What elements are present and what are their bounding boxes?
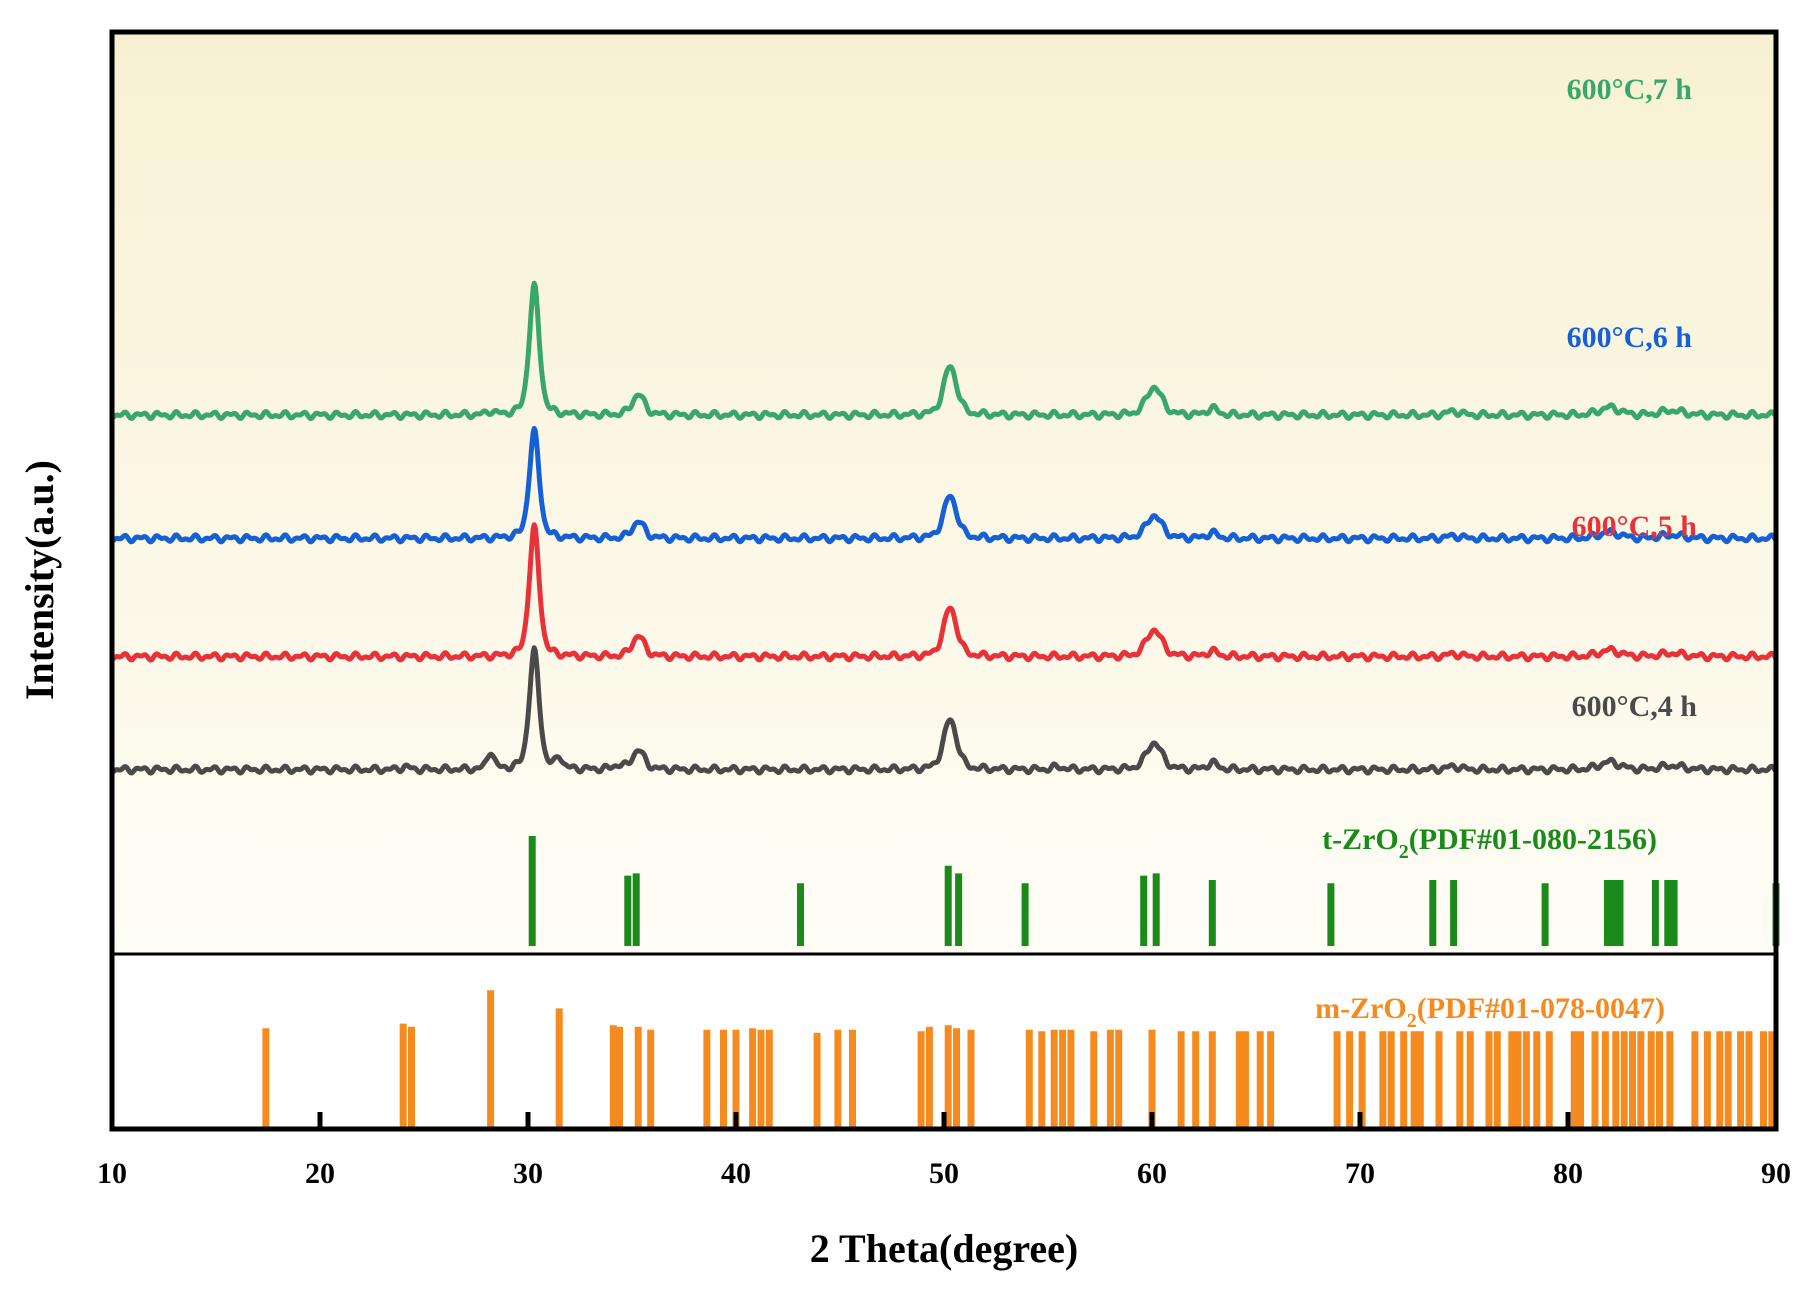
ref-label-monoclinic-suffix: (PDF#01-078-0047) [1417, 992, 1665, 1025]
series-label-5h: 600°C,5 h [1572, 510, 1698, 543]
series-label-4h: 600°C,4 h [1572, 690, 1698, 723]
ref-label-monoclinic: m-ZrO2(PDF#01-078-0047) [1315, 992, 1665, 1032]
y-axis-title: Intensity(a.u.) [17, 460, 62, 700]
series-line-3 [110, 645, 1779, 776]
ref-label-tetragonal-sub: 2 [1399, 841, 1409, 863]
x-tick-label-40: 40 [721, 1157, 751, 1190]
x-tick-label-30: 30 [513, 1157, 543, 1190]
x-tick-label-50: 50 [929, 1157, 959, 1190]
pattern-series [110, 280, 1779, 776]
ref-label-tetragonal: t-ZrO2(PDF#01-080-2156) [1322, 823, 1657, 863]
ref-label-monoclinic-name: m-ZrO [1315, 992, 1407, 1025]
reference-patterns [262, 836, 1780, 1127]
series-label-6h: 600°C,6 h [1567, 321, 1693, 354]
series-label-7h: 600°C,7 h [1567, 73, 1693, 106]
x-axis-ticks: 10 20 30 40 50 60 70 80 90 [97, 1112, 1791, 1190]
x-tick-label-80: 80 [1553, 1157, 1583, 1190]
series-line-1 [110, 425, 1779, 545]
x-tick-label-70: 70 [1345, 1157, 1375, 1190]
ref-label-tetragonal-suffix: (PDF#01-080-2156) [1409, 823, 1657, 856]
ref-label-monoclinic-sub: 2 [1407, 1010, 1417, 1032]
upper-panel-background [112, 32, 1776, 954]
series-line-0 [110, 280, 1779, 422]
series-line-2 [110, 522, 1779, 663]
plot-frame [109, 29, 1779, 1132]
ref-label-tetragonal-name: t-ZrO [1322, 823, 1399, 856]
x-axis-title: 2 Theta(degree) [810, 1226, 1078, 1271]
x-tick-label-60: 60 [1137, 1157, 1167, 1190]
x-tick-label-90: 90 [1761, 1157, 1791, 1190]
x-tick-label-20: 20 [305, 1157, 335, 1190]
x-tick-label-10: 10 [97, 1157, 127, 1190]
